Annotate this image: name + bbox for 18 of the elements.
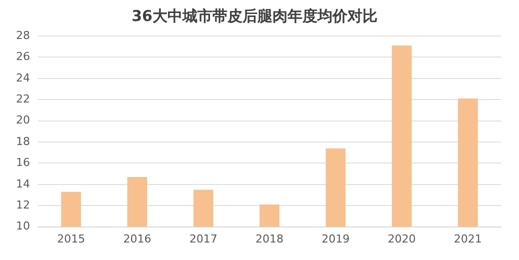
y-tick-label: 26 — [16, 50, 30, 64]
y-tick-label: 14 — [16, 177, 30, 190]
x-tick-label: 2015 — [57, 232, 86, 246]
x-tick-label: 2019 — [322, 232, 350, 246]
y-tick-label: 22 — [16, 92, 30, 106]
y-tick-label: 16 — [16, 156, 30, 170]
x-tick-label: 2016 — [123, 232, 152, 246]
x-tick-label: 2017 — [189, 232, 218, 246]
y-tick-label: 10 — [16, 220, 30, 233]
x-tick-label: 2018 — [256, 232, 284, 246]
x-tick-label: 2021 — [454, 232, 482, 246]
y-tick-label: 18 — [16, 134, 30, 148]
y-tick-label: 28 — [16, 28, 30, 42]
y-tick-label: 12 — [16, 198, 30, 212]
y-tick-label: 24 — [16, 71, 30, 84]
x-tick-label: 2020 — [388, 232, 416, 246]
chart-title: 36大中城市带皮后腿肉年度均价对比 — [132, 6, 378, 25]
y-tick-label: 20 — [16, 114, 30, 127]
